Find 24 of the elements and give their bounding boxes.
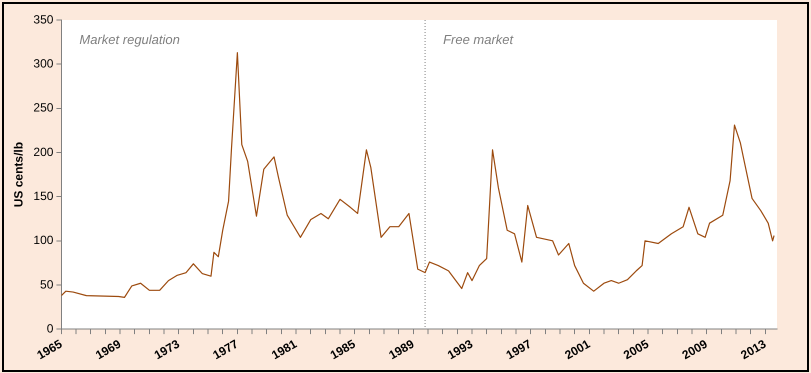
annotation: Market regulation bbox=[79, 32, 180, 47]
x-tick-label: 2005 bbox=[620, 336, 652, 362]
y-axis-title: US cents/lb bbox=[12, 142, 26, 208]
y-tick-label: 350 bbox=[33, 12, 54, 26]
y-tick-label: 250 bbox=[33, 100, 54, 115]
x-tick-label: 1977 bbox=[210, 336, 241, 362]
y-tick-label: 200 bbox=[33, 144, 54, 159]
x-tick-label: 1981 bbox=[269, 336, 300, 362]
y-tick-label: 0 bbox=[46, 321, 54, 336]
x-tick-label: 2013 bbox=[738, 336, 769, 362]
y-tick-label: 150 bbox=[33, 188, 54, 203]
x-tick-label: 1985 bbox=[328, 336, 358, 362]
x-tick-label: 1993 bbox=[445, 336, 476, 362]
x-tick-label: 2001 bbox=[562, 336, 593, 362]
x-tick-label: 1969 bbox=[93, 336, 124, 362]
y-tick-label: 50 bbox=[40, 277, 54, 292]
x-tick-label: 1965 bbox=[34, 336, 65, 362]
x-tick-label: 2009 bbox=[680, 336, 710, 362]
x-tick-label: 1973 bbox=[152, 336, 182, 362]
x-tick-label: 1997 bbox=[504, 336, 534, 362]
x-tick-label: 1989 bbox=[386, 336, 417, 362]
y-tick-label: 300 bbox=[33, 56, 54, 70]
y-tick-label: 100 bbox=[33, 233, 54, 248]
annotation: Free market bbox=[443, 32, 515, 47]
